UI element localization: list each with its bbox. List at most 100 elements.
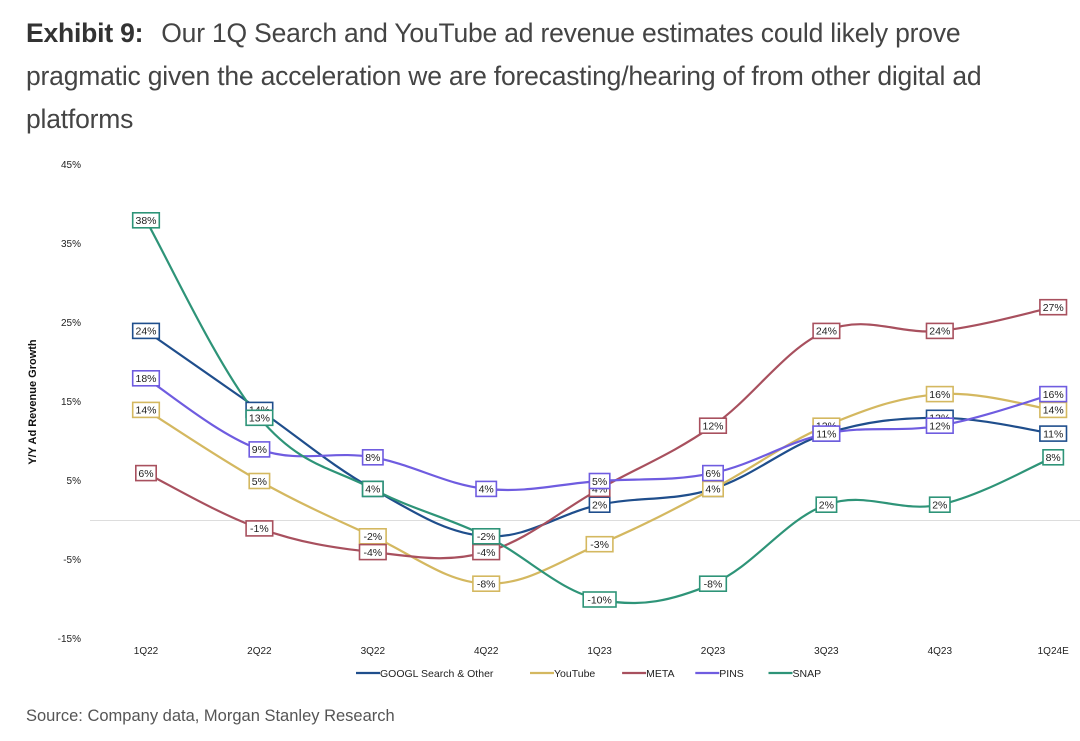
x-tick-label: 2Q22	[247, 646, 272, 657]
data-label-youtube: 16%	[925, 385, 954, 403]
data-label-box	[475, 480, 498, 498]
data-label-text: 11%	[1043, 428, 1063, 440]
data-label-pins: 6%	[701, 464, 724, 482]
data-label-snap: 2%	[928, 496, 951, 514]
data-label-box	[361, 448, 384, 466]
data-label-box	[925, 322, 954, 340]
data-label-text: 5%	[592, 476, 607, 488]
data-label-text: 4%	[705, 484, 720, 496]
data-label-meta: -1%	[245, 520, 274, 537]
data-label-box	[928, 496, 951, 514]
data-label-text: 4%	[365, 484, 380, 496]
data-label-snap: 13%	[245, 409, 274, 427]
data-label-youtube: 5%	[248, 472, 271, 490]
data-label-youtube: -3%	[585, 535, 614, 553]
data-label-pins: 8%	[361, 448, 384, 466]
data-label-box	[245, 409, 274, 427]
data-label-box	[812, 322, 841, 340]
exhibit-title-text: Our 1Q Search and YouTube ad revenue est…	[26, 18, 982, 134]
data-label-youtube: 14%	[1039, 401, 1068, 419]
data-label-box	[135, 464, 158, 482]
legend-item-meta: META	[622, 668, 674, 680]
legend-label: GOOGL Search & Other	[380, 668, 494, 680]
legend-item-snap: SNAP	[768, 668, 822, 680]
y-axis: 45% 35% 25% 15% 5% -5% -15%	[58, 160, 81, 645]
data-label-text: -8%	[704, 579, 723, 591]
data-label-box	[698, 575, 728, 593]
x-tick-label: 2Q23	[701, 646, 726, 657]
data-label-text: 24%	[135, 326, 156, 338]
exhibit-label: Exhibit 9:	[26, 18, 144, 48]
y-tick-label: 45%	[61, 160, 81, 171]
data-label-text: 11%	[816, 428, 836, 440]
data-label-box	[245, 520, 274, 537]
legend-item-youtube: YouTube	[530, 668, 595, 680]
data-label-text: 24%	[816, 326, 837, 338]
data-label-text: 6%	[705, 468, 720, 480]
data-label-text: 18%	[135, 373, 156, 385]
data-label-box	[248, 441, 271, 458]
data-label-box	[1039, 425, 1068, 442]
data-label-meta: -4%	[472, 543, 501, 561]
data-label-box	[812, 425, 841, 442]
data-label-box	[1042, 448, 1065, 466]
data-label-box	[358, 527, 387, 545]
y-axis-label: Y/Y Ad Revenue Growth	[27, 339, 39, 465]
y-tick-label: 15%	[61, 397, 81, 408]
data-label-text: -2%	[363, 531, 382, 543]
data-label-text: 24%	[929, 326, 950, 338]
legend: GOOGL Search & Other YouTube META PINS SNAP	[356, 668, 821, 680]
data-label-box	[925, 417, 954, 435]
x-tick-label: 4Q22	[474, 646, 499, 657]
data-label-pins: 4%	[475, 480, 498, 498]
data-label-youtube: -2%	[358, 527, 387, 545]
data-label-box	[131, 401, 161, 419]
legend-label: PINS	[719, 668, 744, 680]
data-label-text: -4%	[477, 547, 496, 559]
data-label-box	[358, 543, 387, 561]
legend-label: SNAP	[793, 668, 822, 680]
data-label-text: 2%	[819, 500, 834, 512]
data-label-text: 5%	[252, 476, 267, 488]
data-label-text: 4%	[479, 484, 494, 496]
data-label-box	[472, 575, 501, 593]
data-label-box	[585, 535, 614, 553]
exhibit-title: Exhibit 9: Our 1Q Search and YouTube ad r…	[26, 12, 1066, 141]
data-label-text: 12%	[929, 421, 950, 433]
data-label-snap: -8%	[698, 575, 728, 593]
y-tick-label: 35%	[61, 239, 81, 250]
data-label-meta: 24%	[925, 322, 954, 340]
data-label-text: 12%	[702, 421, 723, 433]
data-label-text: 8%	[1046, 452, 1061, 464]
data-label-snap: 8%	[1042, 448, 1065, 466]
legend-label: YouTube	[554, 668, 595, 680]
data-label-box	[1039, 385, 1068, 403]
y-tick-label: 25%	[61, 318, 81, 329]
data-label-text: 14%	[1043, 405, 1064, 417]
data-label-youtube: 4%	[701, 480, 724, 498]
data-label-meta: 12%	[698, 417, 728, 435]
data-label-pins: 16%	[1039, 385, 1068, 403]
data-labels: 24% 14% 4% -2% 2% 4% 11% 13% 11% 14% 5% -2% -8% -3% 4%…	[131, 211, 1068, 608]
data-label-box	[815, 496, 838, 514]
legend-item-googl-search-other: GOOGL Search & Other	[356, 668, 494, 680]
data-label-snap: 38%	[131, 211, 161, 229]
data-label-text: 14%	[135, 405, 156, 417]
y-tick-label: -15%	[58, 634, 81, 645]
data-label-pins: 5%	[588, 472, 611, 490]
x-tick-label: 1Q22	[134, 646, 159, 657]
data-label-text: 16%	[1043, 389, 1064, 401]
source-note: Source: Company data, Morgan Stanley Res…	[26, 707, 395, 725]
data-label-box	[131, 322, 161, 340]
data-label-text: 2%	[592, 500, 607, 512]
data-label-pins: 9%	[248, 441, 271, 458]
x-tick-label: 4Q23	[928, 646, 953, 657]
data-label-text: -4%	[363, 547, 382, 559]
x-tick-label: 1Q23	[587, 646, 612, 657]
data-label-text: 38%	[135, 215, 156, 227]
data-label-text: -3%	[590, 539, 609, 551]
legend-label: META	[646, 668, 674, 680]
data-label-meta: 27%	[1039, 298, 1068, 316]
x-tick-label: 3Q22	[361, 646, 386, 657]
data-label-text: 2%	[932, 500, 947, 512]
